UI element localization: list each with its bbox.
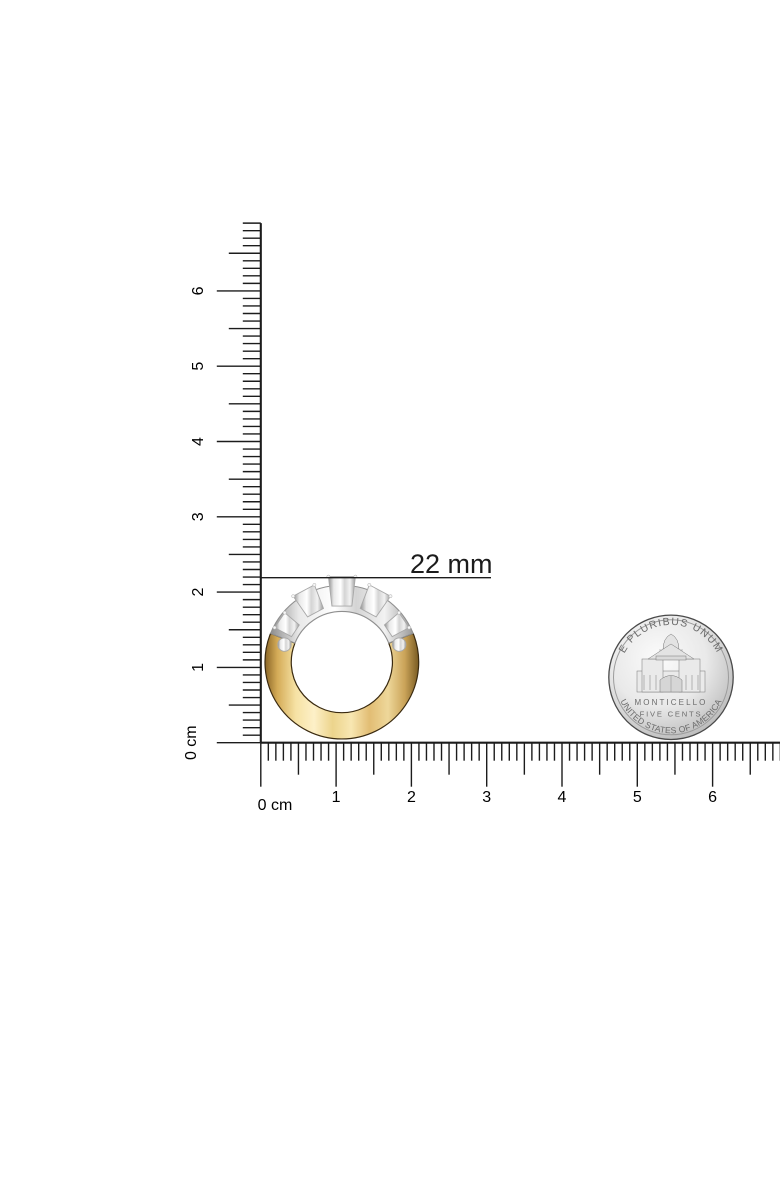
svg-text:4: 4: [558, 789, 567, 806]
svg-text:3: 3: [190, 512, 207, 521]
svg-text:1: 1: [332, 789, 341, 806]
svg-text:FIVE CENTS: FIVE CENTS: [640, 710, 703, 719]
svg-text:0 cm: 0 cm: [183, 725, 200, 760]
svg-text:5: 5: [633, 789, 642, 806]
svg-text:22 mm: 22 mm: [410, 549, 493, 579]
svg-text:4: 4: [190, 437, 207, 446]
svg-text:MONTICELLO: MONTICELLO: [634, 698, 707, 707]
svg-text:0 cm: 0 cm: [258, 797, 293, 814]
svg-text:6: 6: [190, 286, 207, 295]
svg-text:6: 6: [708, 789, 717, 806]
svg-text:2: 2: [190, 588, 207, 597]
svg-text:5: 5: [190, 362, 207, 371]
svg-text:2: 2: [407, 789, 416, 806]
svg-text:3: 3: [482, 789, 491, 806]
svg-text:1: 1: [190, 663, 207, 672]
